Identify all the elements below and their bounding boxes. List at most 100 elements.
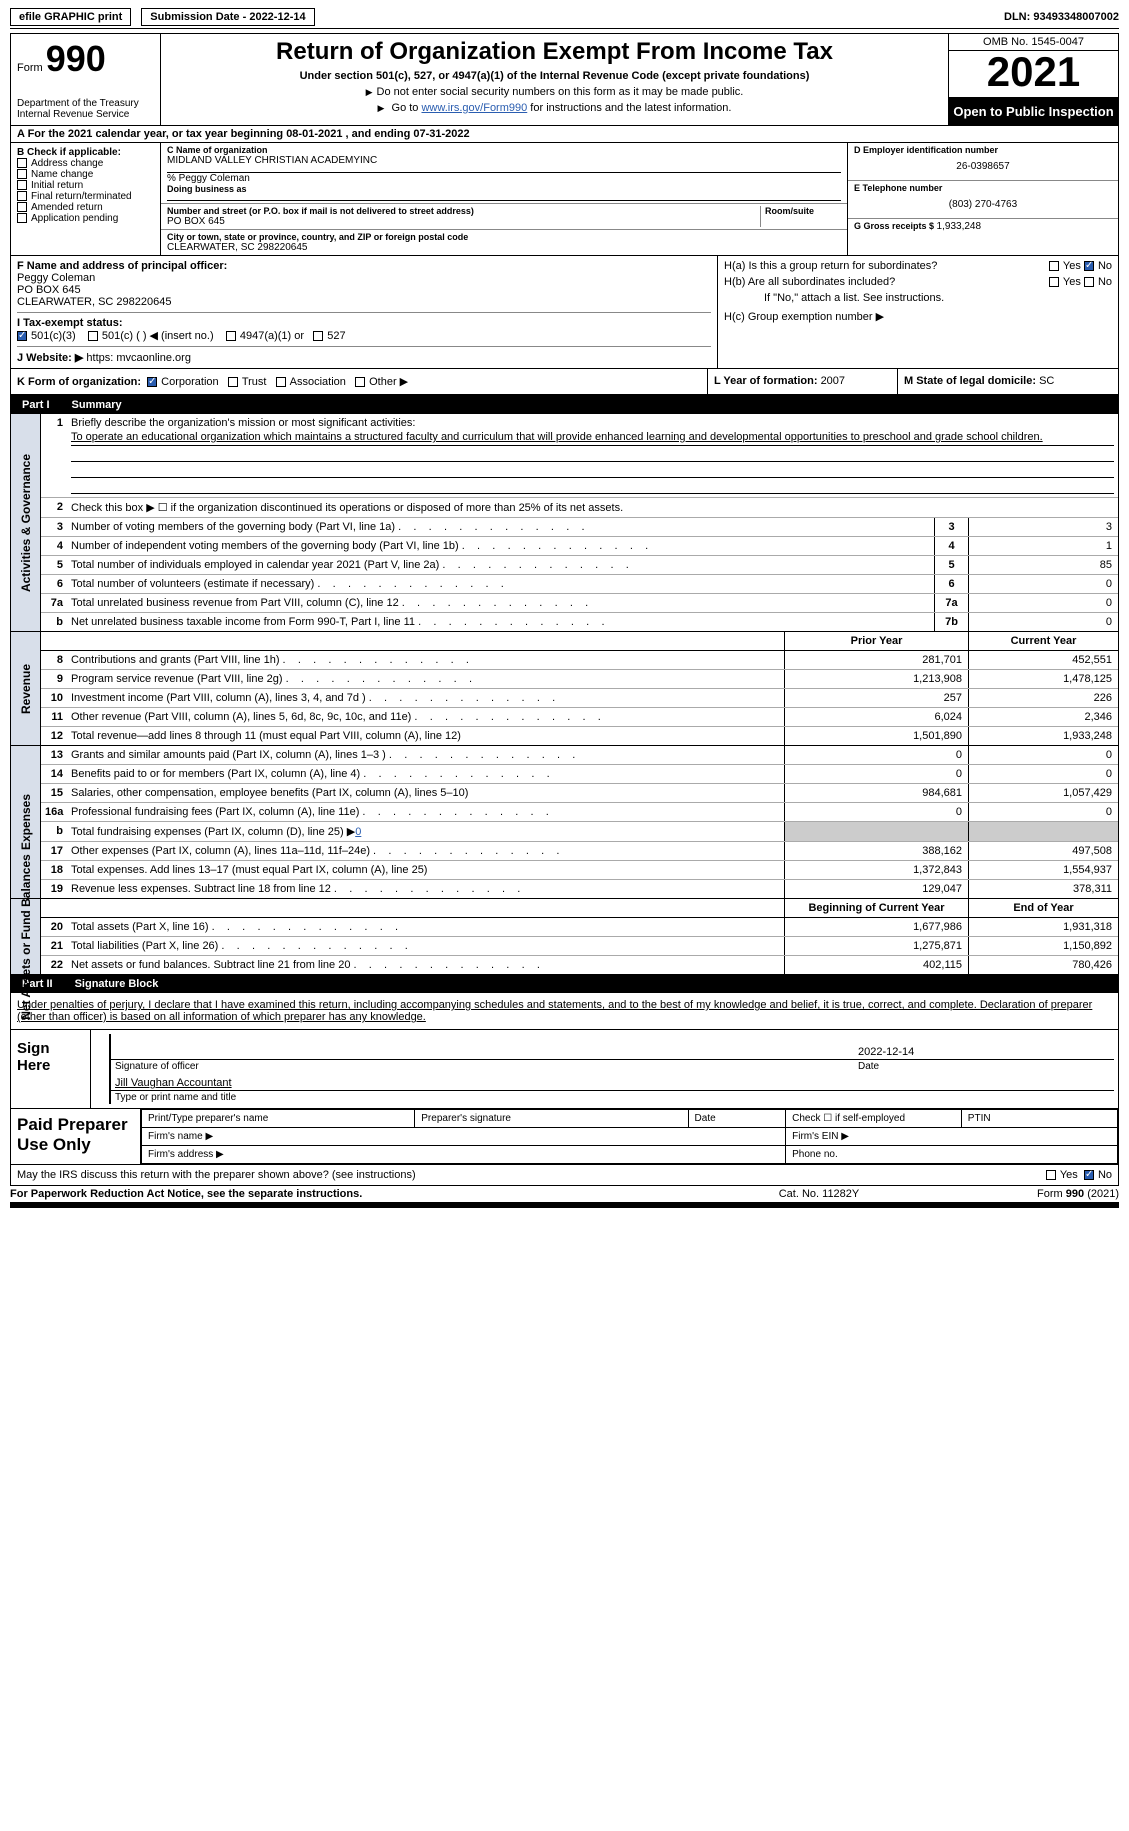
checkbox-501c3[interactable]: [17, 331, 27, 341]
hint-website: Go to www.irs.gov/Form990 for instructio…: [169, 102, 940, 114]
sig-date-label: Date: [854, 1060, 1114, 1073]
line-11: Other revenue (Part VIII, column (A), li…: [67, 708, 784, 726]
firm-addr-label: Firm's address ▶: [142, 1146, 786, 1164]
sign-here-label: Sign Here: [11, 1030, 91, 1108]
prior-21: 1,275,871: [784, 937, 968, 955]
may-discuss: May the IRS discuss this return with the…: [17, 1169, 1046, 1181]
checkbox-ha-yes[interactable]: [1049, 261, 1059, 271]
checkbox-initial-return[interactable]: [17, 180, 27, 190]
checkbox-name-change[interactable]: [17, 169, 27, 179]
val-6: 0: [968, 575, 1118, 593]
prior-16a: 0: [784, 803, 968, 821]
department: Department of the Treasury Internal Reve…: [17, 98, 154, 120]
city-label: City or town, state or province, country…: [167, 232, 841, 242]
checkbox-association[interactable]: [276, 377, 286, 387]
street: PO BOX 645: [167, 216, 756, 227]
section-activities: Activities & Governance: [11, 414, 41, 631]
dln: DLN: 93493348007002: [1004, 11, 1119, 23]
prior-10: 257: [784, 689, 968, 707]
officer-city: CLEARWATER, SC 298220645: [17, 296, 711, 308]
line-6: Total number of volunteers (estimate if …: [67, 575, 934, 593]
line-13: Grants and similar amounts paid (Part IX…: [67, 746, 784, 764]
officer-signature-line[interactable]: [109, 1034, 854, 1059]
checkbox-hb-no[interactable]: [1084, 277, 1094, 287]
prior-16b: [784, 822, 968, 841]
tax-year: 2021: [949, 51, 1118, 98]
line-16a: Professional fundraising fees (Part IX, …: [67, 803, 784, 821]
curr-19: 378,311: [968, 880, 1118, 898]
bottom-band: [10, 1202, 1119, 1208]
mission-text: To operate an educational organization w…: [71, 429, 1114, 446]
prior-year-header: Prior Year: [784, 632, 968, 650]
prior-17: 388,162: [784, 842, 968, 860]
city: CLEARWATER, SC 298220645: [167, 242, 841, 253]
curr-14: 0: [968, 765, 1118, 783]
checkbox-application-pending[interactable]: [17, 213, 27, 223]
form-subtitle: Under section 501(c), 527, or 4947(a)(1)…: [169, 70, 940, 82]
checkbox-trust[interactable]: [228, 377, 238, 387]
website-label: J Website: ▶: [17, 352, 83, 364]
line-15: Salaries, other compensation, employee b…: [67, 784, 784, 802]
hint-ssn: Do not enter social security numbers on …: [169, 86, 940, 98]
room-label: Room/suite: [765, 206, 841, 216]
line-18: Total expenses. Add lines 13–17 (must eq…: [67, 861, 784, 879]
form-label: Form: [17, 62, 43, 74]
curr-16b: [968, 822, 1118, 841]
tax-exempt-label: I Tax-exempt status:: [17, 317, 123, 329]
ha-label: H(a) Is this a group return for subordin…: [724, 260, 1049, 272]
prior-13: 0: [784, 746, 968, 764]
line-19: Revenue less expenses. Subtract line 18 …: [67, 880, 784, 898]
efile-print-button[interactable]: efile GRAPHIC print: [10, 8, 131, 26]
org-name: MIDLAND VALLEY CHRISTIAN ACADEMYINC: [167, 155, 841, 166]
ein: 26-0398657: [854, 155, 1112, 178]
form-number: 990: [46, 38, 106, 79]
hb-note: If "No," attach a list. See instructions…: [724, 292, 1112, 304]
line-20: Total assets (Part X, line 16): [67, 918, 784, 936]
checkbox-address-change[interactable]: [17, 158, 27, 168]
checkbox-527[interactable]: [313, 331, 323, 341]
gross-receipts: 1,933,248: [937, 221, 982, 232]
website-url: https: mvcaonline.org: [86, 352, 191, 364]
curr-18: 1,554,937: [968, 861, 1118, 879]
footer-catno: Cat. No. 11282Y: [719, 1188, 919, 1200]
val-3: 3: [968, 518, 1118, 536]
form-org-label: K Form of organization:: [17, 376, 141, 388]
prior-12: 1,501,890: [784, 727, 968, 745]
gross-label: G Gross receipts $: [854, 221, 937, 231]
officer-street: PO BOX 645: [17, 284, 711, 296]
checkbox-amended-return[interactable]: [17, 202, 27, 212]
col-b-checkboxes: B Check if applicable: Address change Na…: [11, 143, 161, 255]
prior-15: 984,681: [784, 784, 968, 802]
period-row: A For the 2021 calendar year, or tax yea…: [10, 126, 1119, 143]
checkbox-may-yes[interactable]: [1046, 1170, 1056, 1180]
prior-8: 281,701: [784, 651, 968, 669]
checkbox-corporation[interactable]: [147, 377, 157, 387]
prior-18: 1,372,843: [784, 861, 968, 879]
year-formation: 2007: [821, 375, 845, 387]
checkbox-ha-no[interactable]: [1084, 261, 1094, 271]
checkbox-501c[interactable]: [88, 331, 98, 341]
checkbox-hb-yes[interactable]: [1049, 277, 1059, 287]
line-4: Number of independent voting members of …: [67, 537, 934, 555]
val-7a: 0: [968, 594, 1118, 612]
submission-date-button[interactable]: Submission Date - 2022-12-14: [141, 8, 314, 26]
checkbox-other[interactable]: [355, 377, 365, 387]
preparer-date-label: Date: [688, 1110, 786, 1128]
form-title: Return of Organization Exempt From Incom…: [169, 38, 940, 66]
state-domicile: SC: [1039, 375, 1054, 387]
paid-preparer-label: Paid Preparer Use Only: [11, 1109, 141, 1164]
val-7b: 0: [968, 613, 1118, 631]
sig-name: Jill Vaughan Accountant: [109, 1073, 1114, 1090]
line-10: Investment income (Part VIII, column (A)…: [67, 689, 784, 707]
check-self-employed[interactable]: Check ☐ if self-employed: [786, 1110, 962, 1128]
prior-9: 1,213,908: [784, 670, 968, 688]
section-revenue: Revenue: [11, 632, 41, 745]
checkbox-final-return[interactable]: [17, 191, 27, 201]
checkbox-may-no[interactable]: [1084, 1170, 1094, 1180]
open-inspection: Open to Public Inspection: [949, 98, 1118, 125]
section-netassets: Net Assets or Fund Balances: [11, 899, 41, 974]
checkbox-4947[interactable]: [226, 331, 236, 341]
irs-link[interactable]: www.irs.gov/Form990: [421, 102, 527, 114]
firm-name-label: Firm's name ▶: [142, 1128, 786, 1146]
street-label: Number and street (or P.O. box if mail i…: [167, 206, 756, 216]
